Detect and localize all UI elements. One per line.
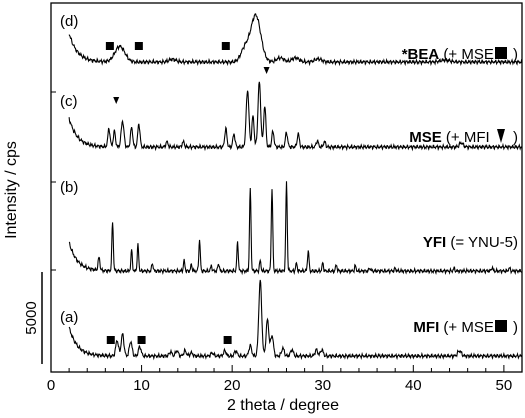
x-tick-label: 50 [496, 377, 513, 394]
phase-note-end: ) [513, 319, 518, 336]
pattern-label: *BEA (+ MSE ) [402, 46, 518, 63]
pattern-trace-d [68, 13, 523, 67]
x-tick-label: 30 [314, 377, 331, 394]
pattern-labels: (d) *BEA (+ MSE ) (c) MSE (+ MFI ) (b) YFI (=… [60, 13, 518, 336]
phase-note-end: ) [513, 46, 518, 63]
mse-square-marker [137, 336, 146, 344]
legend-square-icon [495, 47, 507, 59]
mfi-triangle-marker [263, 67, 270, 74]
pattern-trace-a [68, 279, 523, 361]
phase-note: (+ MFI [442, 129, 494, 146]
panel-tag: (a) [60, 309, 78, 326]
x-tick-label: 40 [405, 377, 422, 394]
panel-tag: (d) [60, 13, 78, 30]
legend-triangle-icon [497, 129, 505, 143]
mse-square-marker [223, 336, 232, 344]
y-axis-label: Intensity / cps [3, 141, 20, 239]
phase-name: MSE [409, 129, 442, 146]
scale-bar: 5000 [23, 272, 43, 364]
xrd-patterns [68, 13, 523, 361]
phase-note: (+ MSE [439, 319, 498, 336]
x-axis-ticks: 0 10 20 30 40 50 [47, 91, 523, 394]
x-tick-label: 10 [133, 377, 150, 394]
mfi-triangle-marker [113, 97, 120, 104]
pattern-label: YFI (= YNU-5) [423, 234, 518, 251]
phase-name: YFI [423, 234, 446, 251]
phase-note: (= YNU-5) [446, 234, 518, 251]
x-tick-label: 0 [47, 377, 55, 394]
phase-markers [105, 42, 270, 344]
mse-square-marker [105, 42, 114, 50]
panel-tag: (c) [60, 93, 78, 110]
x-axis-label: 2 theta / degree [227, 397, 339, 414]
pattern-trace-c [68, 81, 523, 152]
pattern-label: MFI (+ MSE ) [413, 319, 518, 336]
phase-note: (+ MSE [439, 46, 498, 63]
panel-tag: (b) [60, 179, 78, 196]
scale-bar-label: 5000 [23, 301, 40, 334]
mse-square-marker [221, 42, 230, 50]
phase-name: MFI [413, 319, 439, 336]
x-tick-label: 20 [224, 377, 241, 394]
pattern-trace-b [68, 181, 523, 276]
legend-square-icon [495, 320, 507, 332]
mse-square-marker [134, 42, 143, 50]
phase-note-end: ) [509, 129, 518, 146]
phase-name: *BEA [402, 46, 440, 63]
mse-square-marker [106, 336, 115, 344]
pattern-label: MSE (+ MFI ) [409, 129, 518, 146]
